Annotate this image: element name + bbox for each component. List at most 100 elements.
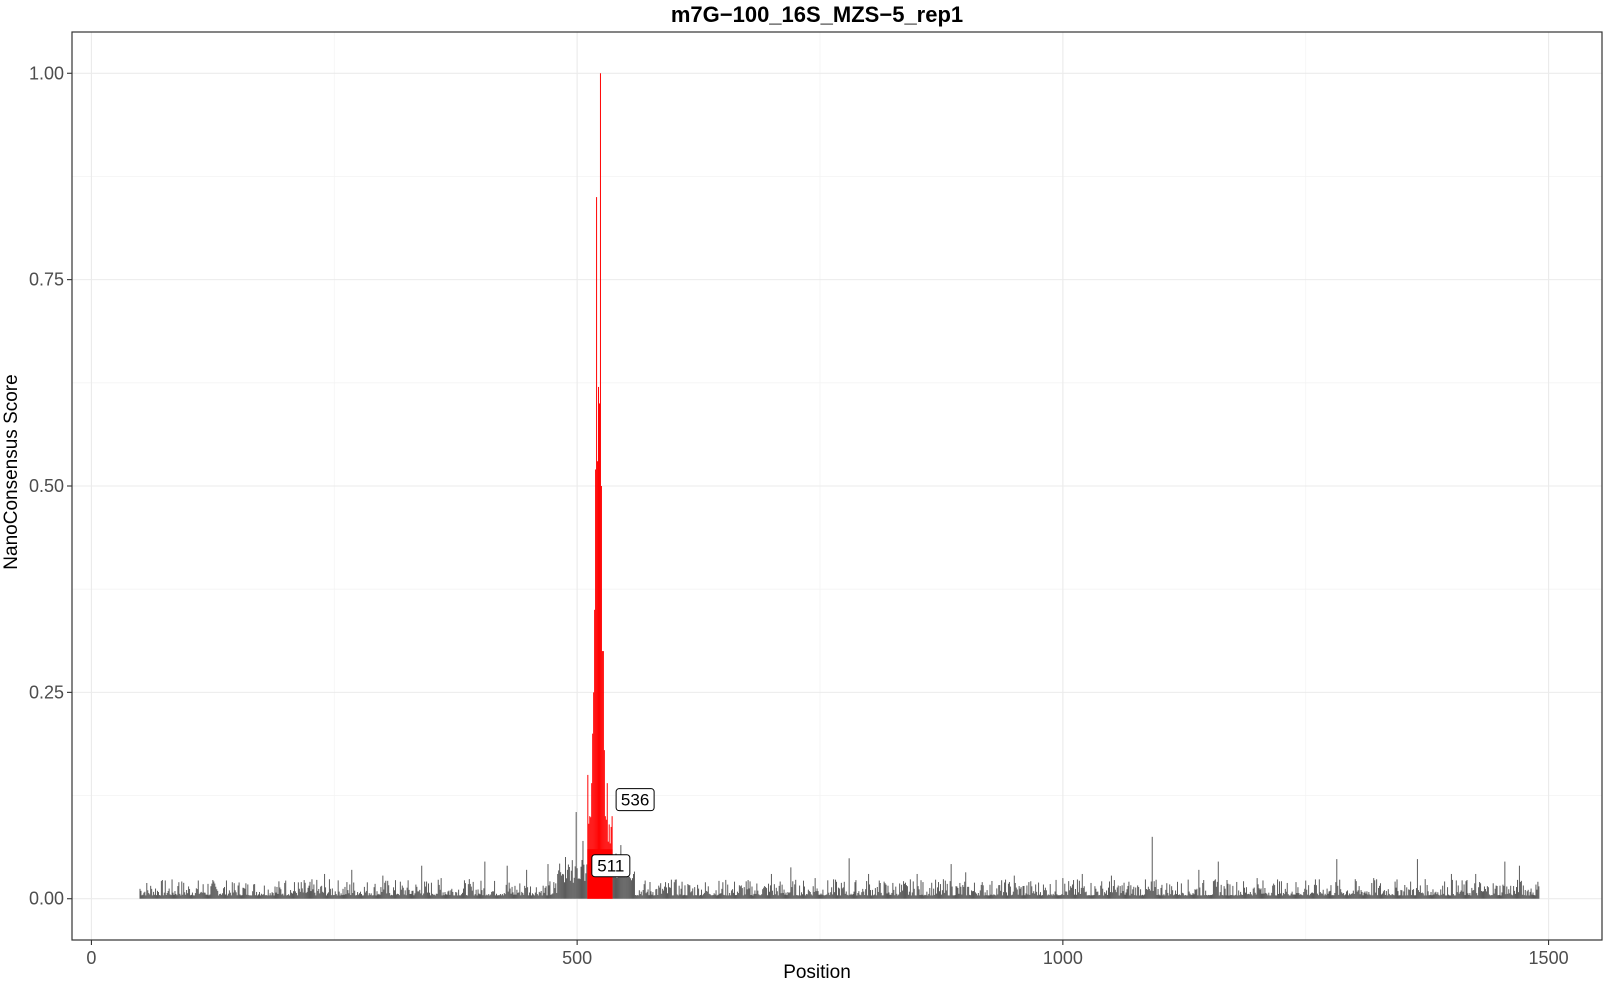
- position-bar: [141, 895, 143, 899]
- position-bar: [961, 894, 963, 899]
- position-bar: [1233, 895, 1235, 899]
- highlight-bar: [587, 774, 589, 899]
- position-bar: [996, 888, 998, 899]
- position-bar: [481, 890, 483, 899]
- position-bar: [692, 888, 694, 899]
- position-bar: [355, 895, 357, 899]
- position-bar: [248, 895, 250, 899]
- position-bar: [641, 895, 643, 899]
- position-bar: [1303, 891, 1305, 899]
- position-bar: [711, 895, 713, 899]
- position-bar: [529, 892, 531, 899]
- position-bar: [613, 875, 615, 899]
- position-bar: [251, 895, 253, 899]
- position-bar: [215, 886, 217, 899]
- position-bar: [1458, 893, 1460, 899]
- position-bar: [414, 893, 416, 899]
- position-bar: [836, 881, 838, 899]
- position-bar: [1255, 894, 1257, 899]
- position-bar: [1363, 892, 1365, 899]
- position-bar: [824, 895, 826, 899]
- position-bar: [866, 881, 868, 899]
- position-bar: [784, 894, 786, 899]
- position-bar: [371, 895, 373, 899]
- position-bar: [1150, 881, 1152, 899]
- position-bar: [654, 895, 656, 899]
- position-bar: [466, 895, 468, 899]
- position-bar: [917, 886, 919, 899]
- position-bar: [1443, 893, 1445, 899]
- position-bar: [1312, 892, 1314, 899]
- highlight-bar: [598, 403, 600, 899]
- position-bar: [733, 892, 735, 899]
- position-bar: [721, 888, 723, 899]
- position-bar: [861, 892, 863, 899]
- position-bar: [657, 894, 659, 899]
- position-bar: [785, 892, 787, 899]
- position-bar: [190, 895, 192, 899]
- position-bar: [1311, 892, 1313, 899]
- position-bar: [496, 895, 498, 899]
- position-bar: [569, 880, 571, 899]
- position-bar: [1123, 882, 1125, 899]
- position-bar: [394, 890, 396, 899]
- position-bar: [560, 872, 562, 899]
- position-bar: [1528, 895, 1530, 899]
- position-bar: [200, 891, 202, 899]
- position-bar: [1148, 888, 1150, 899]
- position-bar: [1398, 895, 1400, 899]
- position-bar: [847, 895, 849, 899]
- position-bar: [1070, 886, 1072, 899]
- position-bar: [1181, 892, 1183, 899]
- position-bar: [297, 882, 299, 899]
- position-bar: [394, 880, 396, 899]
- position-bar: [912, 881, 914, 899]
- position-bar: [206, 894, 208, 899]
- position-bar: [1360, 890, 1362, 899]
- position-bar: [506, 865, 508, 899]
- position-bar: [549, 881, 551, 899]
- position-bar: [1382, 891, 1384, 899]
- position-bar: [430, 882, 432, 899]
- position-bar: [644, 880, 646, 899]
- position-bar: [153, 891, 155, 899]
- position-bar: [1410, 881, 1412, 899]
- position-bar: [889, 894, 891, 899]
- position-bar: [894, 895, 896, 899]
- position-bar: [515, 894, 517, 899]
- position-bar: [1480, 883, 1482, 899]
- position-bar: [913, 888, 915, 899]
- position-bar: [1525, 895, 1527, 899]
- position-bar: [864, 895, 866, 899]
- position-bar: [639, 894, 641, 899]
- position-bar: [1116, 887, 1118, 899]
- position-bar: [800, 895, 802, 899]
- position-bar: [1021, 895, 1023, 899]
- position-bar: [691, 891, 693, 899]
- position-bar: [449, 894, 451, 899]
- position-bar: [1074, 889, 1076, 899]
- position-bar: [1533, 894, 1535, 899]
- position-bar: [144, 891, 146, 899]
- position-bar: [1340, 889, 1342, 899]
- position-bar: [1489, 895, 1491, 899]
- position-bar: [1423, 895, 1425, 899]
- position-bar: [1194, 889, 1196, 899]
- position-bar: [1328, 891, 1330, 899]
- position-bar: [1518, 865, 1520, 899]
- position-bar: [258, 894, 260, 899]
- position-bar: [1055, 879, 1057, 899]
- position-bar: [416, 886, 418, 899]
- position-bar: [1475, 873, 1477, 899]
- position-bar: [552, 893, 554, 899]
- position-bar: [376, 891, 378, 899]
- position-bar: [553, 882, 555, 899]
- highlight-bar: [597, 461, 599, 899]
- position-bar: [1367, 894, 1369, 899]
- position-bar: [1326, 888, 1328, 899]
- position-bar: [754, 890, 756, 899]
- position-bar: [1309, 895, 1311, 899]
- position-bar: [934, 894, 936, 899]
- position-bar: [1435, 891, 1437, 899]
- position-bar: [341, 895, 343, 899]
